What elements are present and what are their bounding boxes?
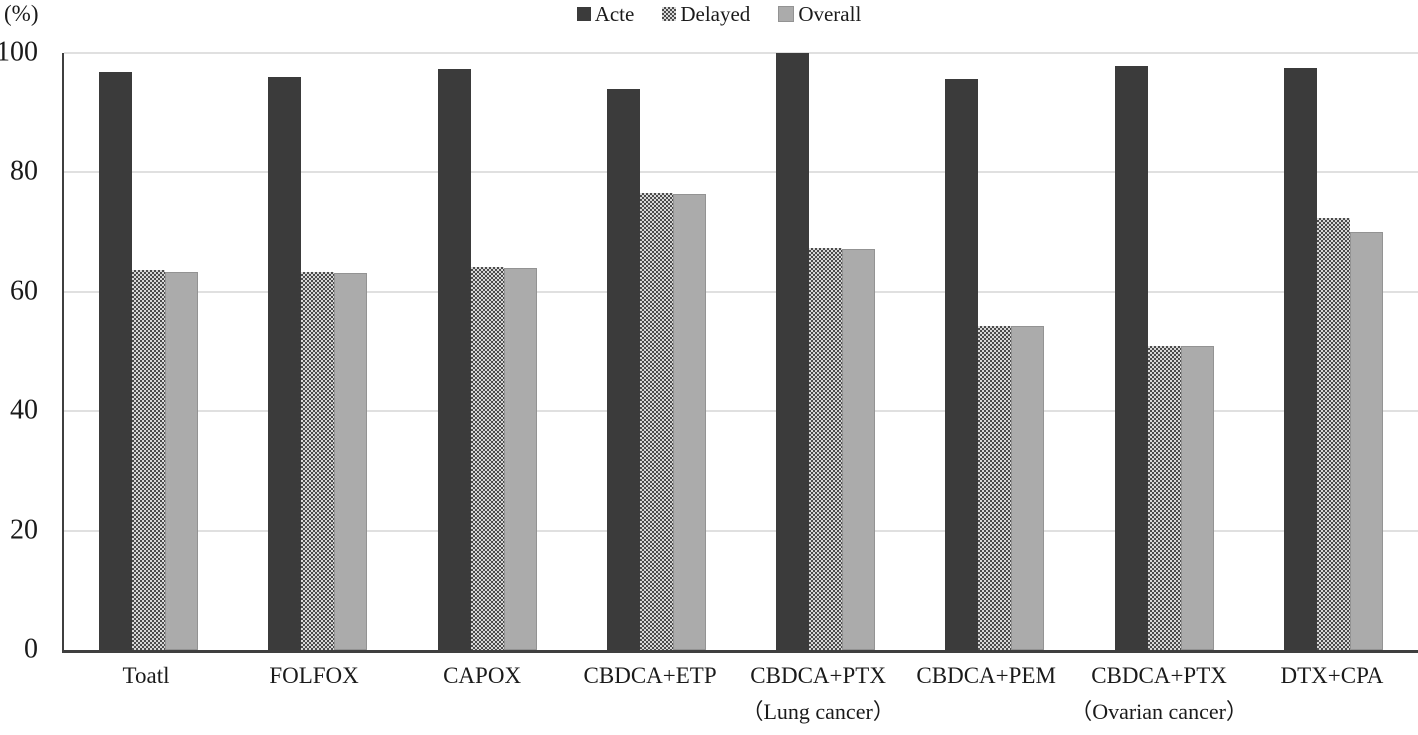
x-category-label: CBDCA+PTX: [1091, 663, 1227, 688]
x-axis-category-labels: Toatl FOLFOX CAPOX CBDCA+ETP CBDCA+PTX （Lung …: [62, 661, 1416, 731]
bar-group-5: [741, 53, 910, 650]
bar-overall: [1011, 326, 1045, 650]
x-category-cell: CBDCA+PEM: [902, 661, 1070, 731]
bar-group-2: [233, 53, 402, 650]
bar-group-8: [1249, 53, 1418, 650]
legend-label: Delayed: [680, 2, 751, 26]
y-tick-label: 60: [10, 275, 38, 307]
y-tick-label: 40: [10, 394, 38, 426]
bar-overall: [334, 272, 368, 650]
bar-acte: [99, 72, 133, 650]
legend-item-acte: Acte: [576, 1, 635, 27]
y-tick-label: 0: [24, 633, 38, 665]
legend-swatch-icon: [778, 6, 795, 22]
bar-overall: [842, 248, 876, 650]
bar-acte: [1283, 67, 1317, 650]
x-category-label: FOLFOX: [269, 663, 359, 688]
legend: Acte Delayed Overall: [0, 1, 1418, 27]
bar-delayed: [470, 267, 504, 650]
y-axis-unit-label: (%): [4, 1, 39, 26]
x-category-cell: FOLFOX: [230, 661, 398, 731]
bar-acte: [776, 53, 810, 650]
bar-group-7: [1080, 53, 1249, 650]
bar-overall: [1349, 232, 1383, 650]
x-category-cell: CBDCA+PTX （Lung cancer）: [734, 661, 902, 731]
x-category-label: DTX+CPA: [1280, 663, 1384, 688]
x-category-sublabel: （Ovarian cancer）: [1070, 699, 1248, 724]
gridline: [64, 290, 1418, 293]
legend-swatch-icon: [576, 7, 591, 21]
legend-item-delayed: Delayed: [662, 1, 750, 27]
bar-delayed: [132, 269, 166, 650]
bar-group-1: [64, 53, 233, 650]
bar-group-6: [910, 53, 1079, 650]
x-category-label: CBDCA+PEM: [916, 663, 1056, 688]
y-tick-label: 100: [0, 36, 38, 68]
bar-acte: [606, 88, 640, 650]
bar-group-4: [572, 53, 741, 650]
gridline: [64, 529, 1418, 532]
bar-delayed: [809, 248, 843, 650]
x-category-cell: Toatl: [62, 661, 230, 731]
bar-overall: [165, 271, 199, 650]
bar-overall: [1180, 345, 1214, 650]
bar-delayed: [978, 325, 1012, 650]
x-category-cell: CBDCA+ETP: [566, 661, 734, 731]
x-category-sublabel: （Lung cancer）: [741, 699, 895, 724]
x-category-label: CBDCA+ETP: [583, 663, 717, 688]
bar-overall: [672, 193, 706, 650]
x-category-label: Toatl: [122, 663, 170, 688]
x-category-cell: DTX+CPA: [1248, 661, 1416, 731]
bar-acte: [268, 76, 302, 650]
legend-label: Overall: [798, 2, 862, 26]
bar-acte: [437, 69, 471, 650]
bar-acte: [1114, 66, 1148, 650]
bar-acte: [945, 78, 979, 650]
gridline: [64, 171, 1418, 174]
y-tick-label: 80: [10, 155, 38, 187]
plot-area: [62, 52, 1418, 653]
gridline: [64, 410, 1418, 413]
x-category-label: CAPOX: [443, 663, 522, 688]
x-category-cell: CBDCA+PTX （Ovarian cancer）: [1070, 661, 1248, 731]
bar-delayed: [639, 193, 673, 650]
x-category-label: CBDCA+PTX: [750, 663, 886, 688]
y-tick-label: 20: [10, 513, 38, 545]
bar-delayed: [1147, 345, 1181, 650]
bar-delayed: [1316, 217, 1350, 650]
legend-swatch-icon: [662, 7, 677, 21]
bar-group-3: [403, 53, 572, 650]
legend-label: Acte: [594, 2, 635, 26]
legend-item-overall: Overall: [778, 1, 861, 27]
bar-overall: [503, 267, 537, 650]
y-axis-tick-labels: 0 20 40 60 80 100: [0, 0, 50, 735]
x-category-cell: CAPOX: [398, 661, 566, 731]
bar-delayed: [301, 272, 335, 650]
gridline: [64, 52, 1418, 54]
